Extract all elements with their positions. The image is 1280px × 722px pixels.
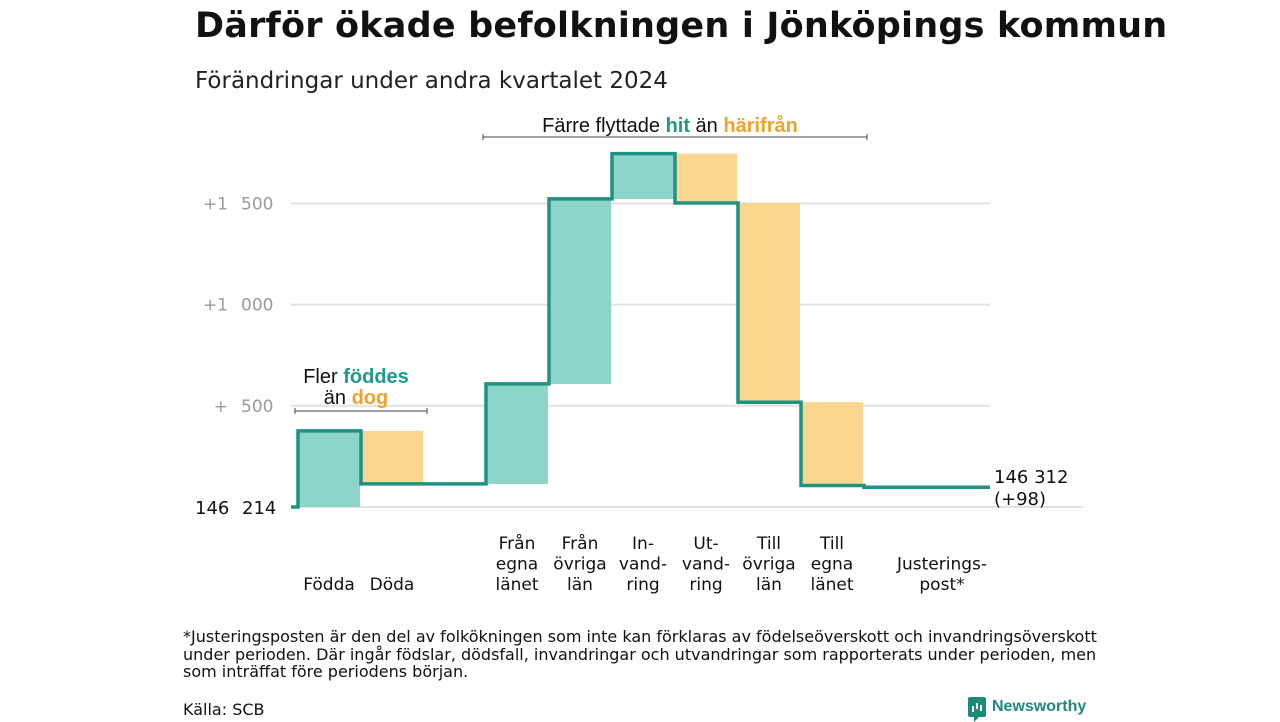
brand-name: Newsworthy — [992, 698, 1087, 715]
category-label: Från — [562, 533, 599, 554]
category-label: länet — [495, 575, 538, 595]
chart-subtitle: Förändringar under andra kvartalet 2024 — [195, 68, 668, 94]
category-label: Födda — [303, 575, 355, 595]
chart-title: Därför ökade befolkningen i Jönköpings k… — [195, 6, 1168, 46]
category-label: post* — [919, 575, 964, 595]
category-label: Ut- — [693, 534, 718, 554]
annotation-bracket — [294, 408, 428, 414]
end-label: 146 312 — [994, 467, 1068, 488]
category-label: övriga — [742, 555, 795, 575]
y-tick-label: 000 — [241, 296, 273, 316]
bar — [801, 402, 863, 486]
y-tick-label: 500 — [241, 397, 273, 417]
category-label: Till — [819, 534, 844, 554]
footnote: *Justeringsposten är den del av folkökni… — [183, 627, 1097, 681]
annotation-migration: Färre flyttade hit än härifrån — [542, 114, 798, 137]
bar — [486, 383, 548, 484]
category-label: länet — [810, 575, 853, 595]
bar — [675, 153, 737, 203]
y-tick-label: 500 — [241, 194, 273, 214]
bar — [612, 153, 674, 199]
category-label: ring — [689, 575, 722, 595]
annotation-births: Fler föddes — [303, 366, 409, 388]
category-label: län — [567, 575, 593, 595]
category-label: vand- — [619, 555, 667, 575]
bar — [549, 198, 611, 384]
category-label: län — [756, 575, 782, 595]
category-label: vand- — [682, 555, 730, 575]
category-label: övriga — [553, 555, 606, 575]
y-tick-prefix: + — [214, 397, 228, 417]
category-label: egna — [496, 555, 538, 575]
y-tick-prefix: +1 — [203, 296, 228, 316]
end-change-label: (+98) — [994, 489, 1046, 510]
cumulative-step-line — [291, 151, 990, 509]
category-label: egna — [811, 555, 853, 575]
category-label: ring — [626, 575, 659, 595]
bar — [298, 430, 360, 507]
category-label: Justerings- — [896, 555, 987, 575]
bar — [738, 202, 800, 403]
y-tick-prefix: +1 — [203, 194, 228, 214]
start-label-part2: 214 — [242, 498, 276, 519]
category-label: Till — [756, 534, 781, 554]
category-label: Döda — [370, 575, 415, 595]
category-label: In- — [632, 534, 654, 554]
source-note: Källa: SCB — [183, 700, 265, 719]
annotation-births-line2: än dog — [324, 387, 388, 409]
start-label-part1: 146 — [195, 498, 229, 519]
bar — [361, 430, 423, 484]
brand-logo[interactable]: Newsworthy — [968, 697, 1087, 722]
annotation-bracket — [482, 134, 868, 140]
category-label: Från — [499, 533, 536, 554]
bar-chart-icon — [968, 697, 986, 722]
